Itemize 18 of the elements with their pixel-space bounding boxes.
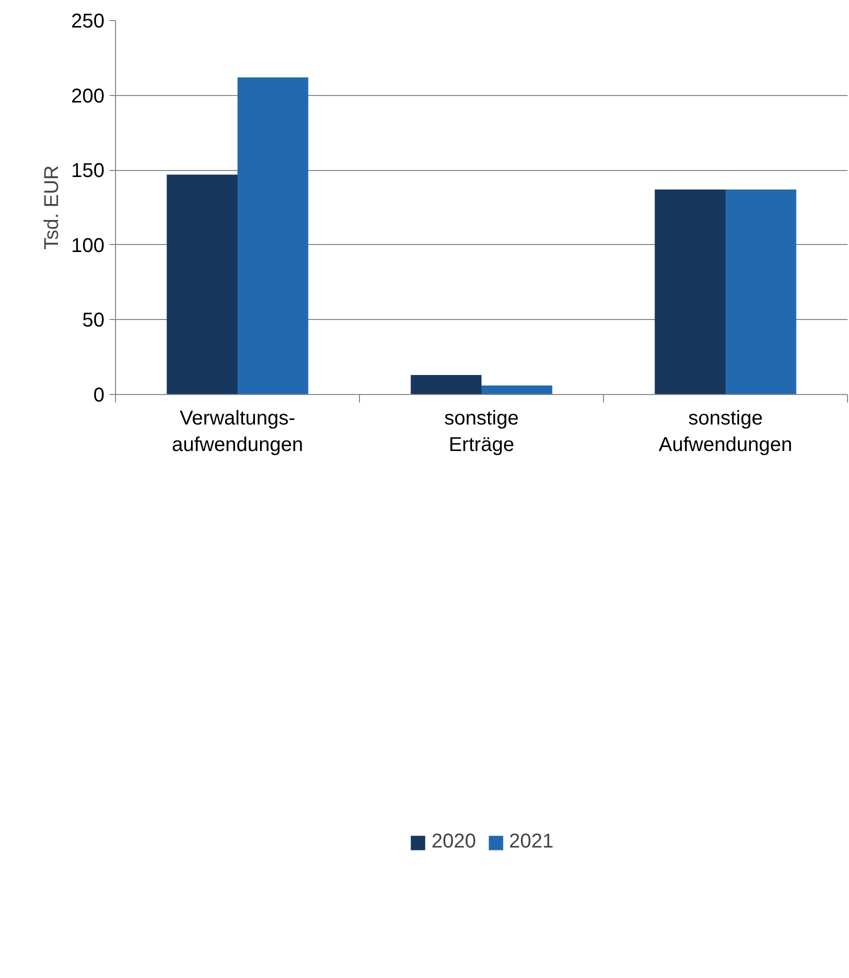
bar bbox=[654, 190, 726, 394]
legend-label: 2021 bbox=[509, 830, 554, 854]
x-tick-label: Verwaltungs- aufwendungen bbox=[172, 408, 304, 456]
y-axis-title: Tsd. EUR bbox=[41, 165, 64, 250]
y-tick-label: 0 bbox=[93, 384, 104, 406]
bar bbox=[166, 174, 238, 394]
bar bbox=[410, 375, 482, 394]
y-tick-label: 100 bbox=[71, 234, 105, 257]
y-tick-label: 200 bbox=[71, 85, 105, 108]
y-tick-label: 50 bbox=[82, 310, 105, 332]
bar bbox=[238, 77, 308, 394]
y-tick-label: 250 bbox=[71, 10, 105, 32]
y-tick-label: 150 bbox=[71, 160, 105, 182]
legend-label: 2020 bbox=[432, 830, 476, 854]
x-tick-label: sonstige Erträge bbox=[444, 408, 519, 456]
bar bbox=[482, 386, 552, 394]
x-tick-label: sonstige Aufwendungen bbox=[658, 408, 792, 456]
bar bbox=[726, 190, 796, 394]
